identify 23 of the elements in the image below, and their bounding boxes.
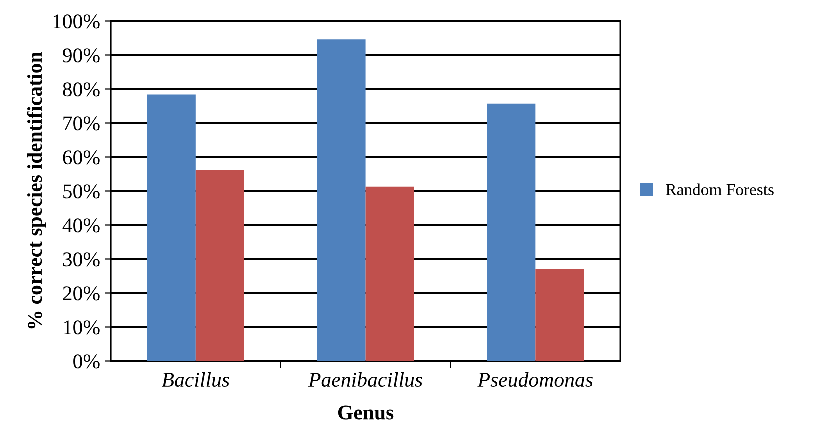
- y-tick-label: 90%: [63, 48, 100, 63]
- y-tick-label: 0%: [74, 354, 100, 369]
- y-tick-label: 100%: [54, 14, 100, 29]
- x-tick-label: Pseudomonas: [478, 372, 593, 388]
- bar: [317, 40, 366, 362]
- bar: [487, 104, 536, 362]
- bar: [366, 186, 414, 362]
- bar: [196, 170, 244, 362]
- y-tick-label: 20%: [63, 286, 100, 301]
- bar: [147, 94, 196, 362]
- x-tick-label: Paenibacillus: [308, 372, 422, 388]
- y-tick-label: 70%: [64, 116, 100, 131]
- y-tick-label: 50%: [64, 184, 100, 199]
- y-tick-label: 80%: [63, 82, 100, 97]
- bar: [536, 269, 584, 362]
- y-tick-label: 30%: [63, 252, 100, 267]
- y-axis-title: % correct species identification: [27, 52, 46, 329]
- legend-label: Random Forests: [666, 184, 774, 196]
- y-tick-label: 10%: [64, 320, 100, 335]
- x-axis-title: Genus: [338, 406, 394, 420]
- y-tick-label: 60%: [63, 150, 100, 165]
- x-tick-label: Bacillus: [162, 372, 230, 388]
- y-tick-label: 40%: [62, 218, 100, 233]
